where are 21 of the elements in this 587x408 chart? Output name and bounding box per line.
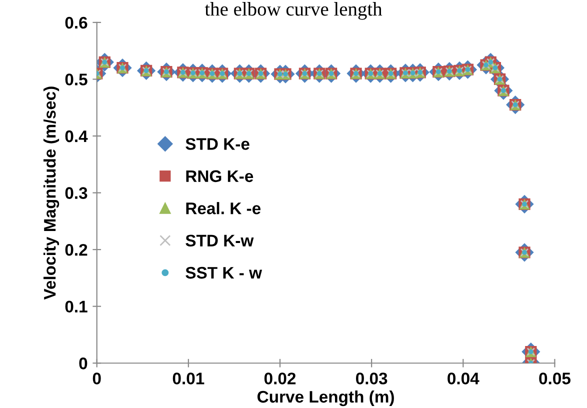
y-tick-label: 0.1 bbox=[65, 300, 88, 313]
x-tick-label: 0 bbox=[92, 372, 101, 384]
x-tick-label: 0.03 bbox=[356, 372, 388, 384]
y-axis-title: Velocity Magnitude (m/sec) bbox=[43, 86, 60, 300]
legend-label: SST K - w bbox=[186, 266, 262, 279]
y-tick-label: 0.5 bbox=[65, 74, 88, 86]
x-tick-label: 0.04 bbox=[448, 372, 480, 384]
y-tick-label: 0.3 bbox=[65, 187, 88, 200]
x-tick-label: 0.05 bbox=[539, 372, 570, 384]
y-tick-label: 0.2 bbox=[65, 244, 88, 256]
x-tick-label: 0.01 bbox=[172, 372, 204, 384]
y-tick-label: 0.6 bbox=[65, 16, 88, 29]
legend-label: STD K-w bbox=[186, 234, 254, 246]
chart-title: the elbow curve length bbox=[204, 2, 382, 20]
legend-label: RNG K-e bbox=[186, 170, 254, 182]
x-axis-title: Curve Length (m) bbox=[257, 390, 394, 406]
legend-label: Real. K -e bbox=[186, 202, 261, 214]
y-tick-label: 0 bbox=[79, 358, 88, 370]
y-tick-label: 0.4 bbox=[65, 130, 88, 142]
x-tick-label: 0.02 bbox=[264, 372, 296, 384]
legend-label: STD K-e bbox=[186, 138, 250, 150]
